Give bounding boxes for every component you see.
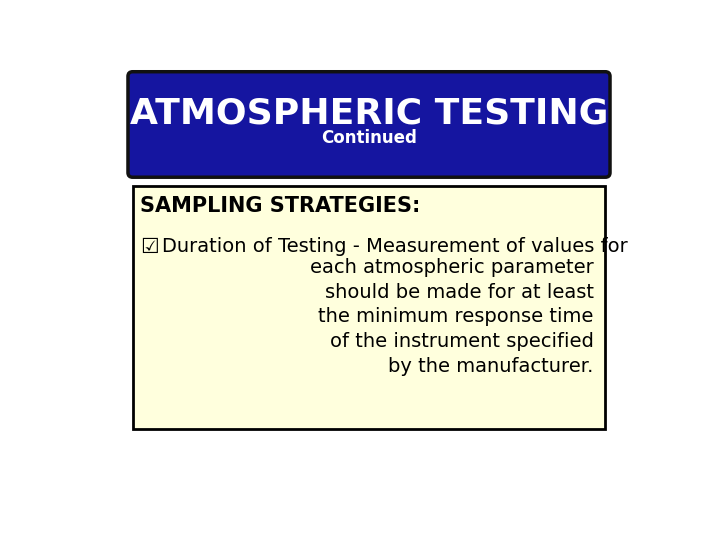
Text: by the manufacturer.: by the manufacturer. xyxy=(388,356,594,376)
Text: ☑: ☑ xyxy=(140,237,159,256)
Text: the minimum response time: the minimum response time xyxy=(318,307,594,326)
FancyBboxPatch shape xyxy=(128,72,610,177)
Text: should be made for at least: should be made for at least xyxy=(325,283,594,302)
Text: of the instrument specified: of the instrument specified xyxy=(330,332,594,351)
FancyBboxPatch shape xyxy=(132,186,606,429)
Text: Duration of Testing - Measurement of values for: Duration of Testing - Measurement of val… xyxy=(162,237,628,255)
Text: each atmospheric parameter: each atmospheric parameter xyxy=(310,258,594,277)
Text: Continued: Continued xyxy=(321,130,417,147)
Text: SAMPLING STRATEGIES:: SAMPLING STRATEGIES: xyxy=(140,195,420,215)
Text: ATMOSPHERIC TESTING: ATMOSPHERIC TESTING xyxy=(130,97,608,131)
